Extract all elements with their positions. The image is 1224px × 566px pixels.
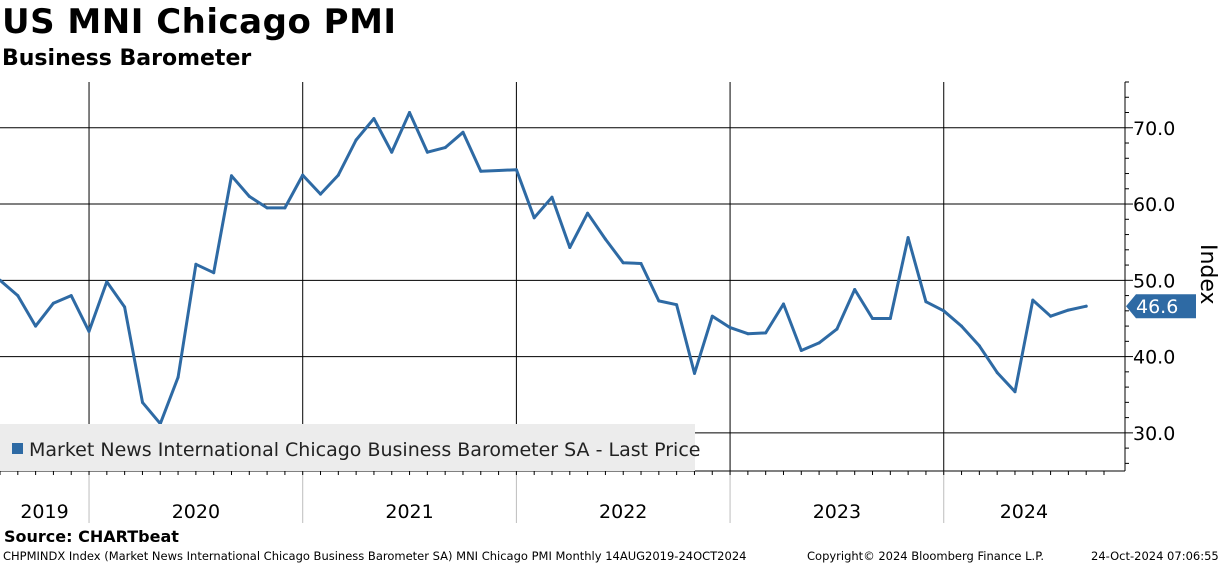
data-point	[16, 294, 20, 298]
data-point	[425, 150, 429, 154]
source-note: Source: CHARTbeat	[4, 527, 179, 546]
data-point	[247, 194, 251, 198]
data-point	[995, 371, 999, 375]
legend: Market News International Chicago Busine…	[0, 424, 700, 471]
data-point	[960, 324, 963, 328]
legend-swatch	[12, 443, 23, 454]
chart-subtitle: Business Barometer	[2, 46, 252, 71]
data-point	[212, 271, 216, 275]
data-point	[1031, 298, 1035, 302]
data-point	[336, 173, 340, 177]
data-point	[372, 117, 376, 121]
legend-background	[0, 424, 695, 471]
data-point	[408, 111, 411, 114]
legend-label: Market News International Chicago Busine…	[29, 439, 700, 461]
footer-copyright: Copyright© 2024 Bloomberg Finance L.P.	[807, 549, 1044, 563]
data-point	[0, 278, 2, 282]
data-point	[230, 174, 233, 178]
data-point	[1013, 390, 1017, 394]
data-point	[888, 317, 892, 320]
data-point	[123, 305, 127, 309]
footer-ticker: CHPMINDX Index (Market News Internationa…	[3, 549, 747, 563]
data-point	[51, 301, 55, 305]
y-tick-label: 70.0	[1133, 118, 1175, 140]
data-point	[693, 371, 696, 375]
data-point	[532, 216, 536, 220]
x-tick-label: 2023	[813, 501, 861, 523]
data-point	[710, 314, 714, 318]
y-tick-label: 40.0	[1133, 347, 1175, 369]
data-point	[728, 326, 732, 330]
data-point	[603, 237, 607, 241]
data-point	[479, 169, 483, 173]
data-point	[550, 195, 554, 199]
data-point	[977, 344, 981, 348]
x-axis: 2019 2020 2021 2022 2023 2024	[0, 470, 1125, 523]
data-point	[1084, 304, 1088, 308]
data-point	[782, 302, 785, 306]
data-point	[514, 168, 518, 172]
data-point	[87, 329, 91, 333]
x-tick-label: 2020	[172, 501, 220, 523]
x-tick-label: 2024	[1000, 501, 1048, 523]
x-tick-label: 2019	[20, 501, 68, 523]
data-point	[194, 262, 198, 266]
last-price-value: 46.6	[1136, 296, 1178, 318]
data-point	[621, 261, 625, 265]
data-point	[799, 349, 803, 352]
x-tick-label: 2021	[385, 501, 433, 523]
last-price-tag-shape	[1126, 294, 1196, 319]
gridlines	[0, 82, 1125, 471]
data-point	[764, 331, 768, 335]
data-point	[657, 299, 661, 303]
data-point	[390, 150, 394, 154]
y-axis: 30.0 40.0 50.0 60.0 70.0	[1124, 81, 1175, 471]
data-point	[924, 300, 928, 304]
data-point	[443, 146, 447, 150]
data-point	[746, 332, 750, 336]
data-point	[817, 341, 821, 345]
data-point	[69, 294, 73, 298]
data-point	[34, 324, 38, 328]
data-point	[906, 236, 910, 240]
last-price-tag: 46.6	[1126, 294, 1196, 319]
data-point	[835, 327, 839, 331]
data-point	[568, 246, 572, 249]
data-point	[141, 400, 144, 404]
data-point	[301, 173, 305, 177]
data-point	[319, 192, 322, 196]
x-tick-label: 2022	[599, 501, 647, 523]
data-point	[265, 206, 269, 210]
data-point	[461, 130, 465, 134]
data-point	[1066, 308, 1070, 312]
data-point	[639, 262, 643, 265]
data-point	[105, 280, 109, 284]
data-point	[942, 309, 946, 313]
y-tick-label: 30.0	[1133, 423, 1175, 445]
series-line	[0, 111, 1088, 426]
y-tick-label: 60.0	[1133, 194, 1175, 216]
data-point	[853, 288, 857, 291]
data-point	[1049, 314, 1053, 318]
data-point	[497, 169, 501, 172]
y-tick-label: 50.0	[1133, 270, 1175, 292]
footer-timestamp: 24-Oct-2024 07:06:55	[1091, 549, 1219, 563]
data-point	[586, 211, 590, 215]
data-point	[871, 317, 874, 320]
chart-title: US MNI Chicago PMI	[2, 2, 397, 42]
data-point	[354, 138, 358, 142]
data-point	[675, 303, 679, 307]
data-point	[283, 206, 287, 210]
y-axis-title: Index	[1195, 244, 1220, 305]
data-point	[176, 375, 180, 379]
series-layer	[0, 111, 1088, 426]
